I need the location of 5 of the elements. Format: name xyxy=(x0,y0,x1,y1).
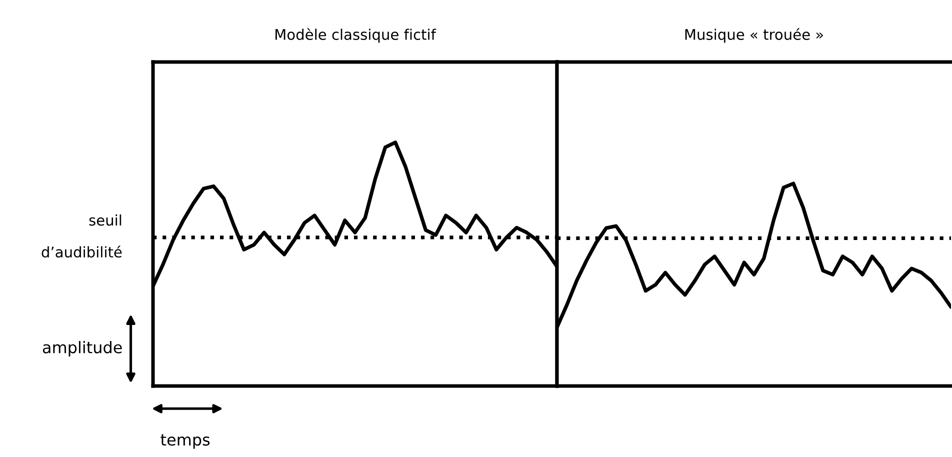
chart-title: Modèle classique fictif xyxy=(276,28,436,43)
text: seuil d’audibilité xyxy=(42,214,122,258)
x-axis-title: temps xyxy=(160,434,210,449)
chart-title: Musique « trouée » xyxy=(685,28,823,43)
y-axis-title: amplitude xyxy=(42,341,122,356)
